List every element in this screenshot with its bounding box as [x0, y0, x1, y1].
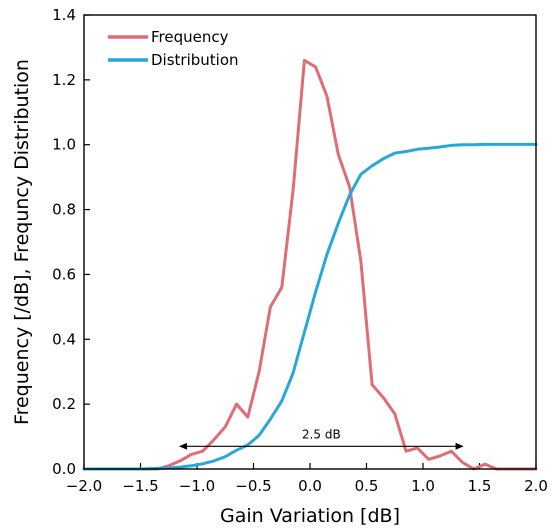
- x-tick-label-minus-1-5: −1.5: [122, 477, 158, 495]
- annotation-label: 2.5 dB: [302, 427, 341, 441]
- series-line-distribution: [82, 142, 538, 471]
- y-tick-label-1-2: 1.2: [52, 71, 76, 89]
- y-tick-label-0-0: 0.0: [52, 460, 76, 478]
- series-layer: [82, 58, 538, 471]
- x-tick-label-minus-0-5: −0.5: [235, 477, 271, 495]
- x-tick-label-1-0: 1.0: [411, 477, 435, 495]
- x-tick-label-minus-1-0: −1.0: [179, 477, 215, 495]
- legend-label-frequency: Frequency: [151, 28, 229, 46]
- x-tick-label-minus-2-0: −2.0: [66, 477, 102, 495]
- x-axis-label: Gain Variation [dB]: [220, 505, 400, 527]
- y-axis-label: Frequency [/dB], Frequncy Distribution: [11, 59, 33, 425]
- legend: Frequency Distribution: [108, 28, 239, 69]
- x-tick-label-1-5: 1.5: [468, 477, 492, 495]
- x-tick-label-2-0: 2.0: [524, 477, 548, 495]
- y-tick-label-1-0: 1.0: [52, 136, 76, 154]
- y-tick-label-0-8: 0.8: [52, 201, 76, 219]
- y-tick-label-0-4: 0.4: [52, 330, 76, 348]
- y-tick-label-1-4: 1.4: [52, 6, 76, 24]
- x-tick-label-0-0: 0.0: [298, 477, 322, 495]
- legend-label-distribution: Distribution: [151, 51, 239, 69]
- x-tick-label-0-5: 0.5: [355, 477, 379, 495]
- y-tick-label-0-2: 0.2: [52, 395, 76, 413]
- series-line-frequency: [82, 58, 538, 471]
- ticks-layer: −2.0 −1.5 −1.0 −0.5 0.0 0.5 1.0 1.5 2.0 0.0 0.2 0.4…: [52, 6, 548, 495]
- y-tick-label-0-6: 0.6: [52, 265, 76, 283]
- annotation-layer: 2.5 dB: [179, 427, 464, 450]
- plot-frame: [83, 14, 537, 470]
